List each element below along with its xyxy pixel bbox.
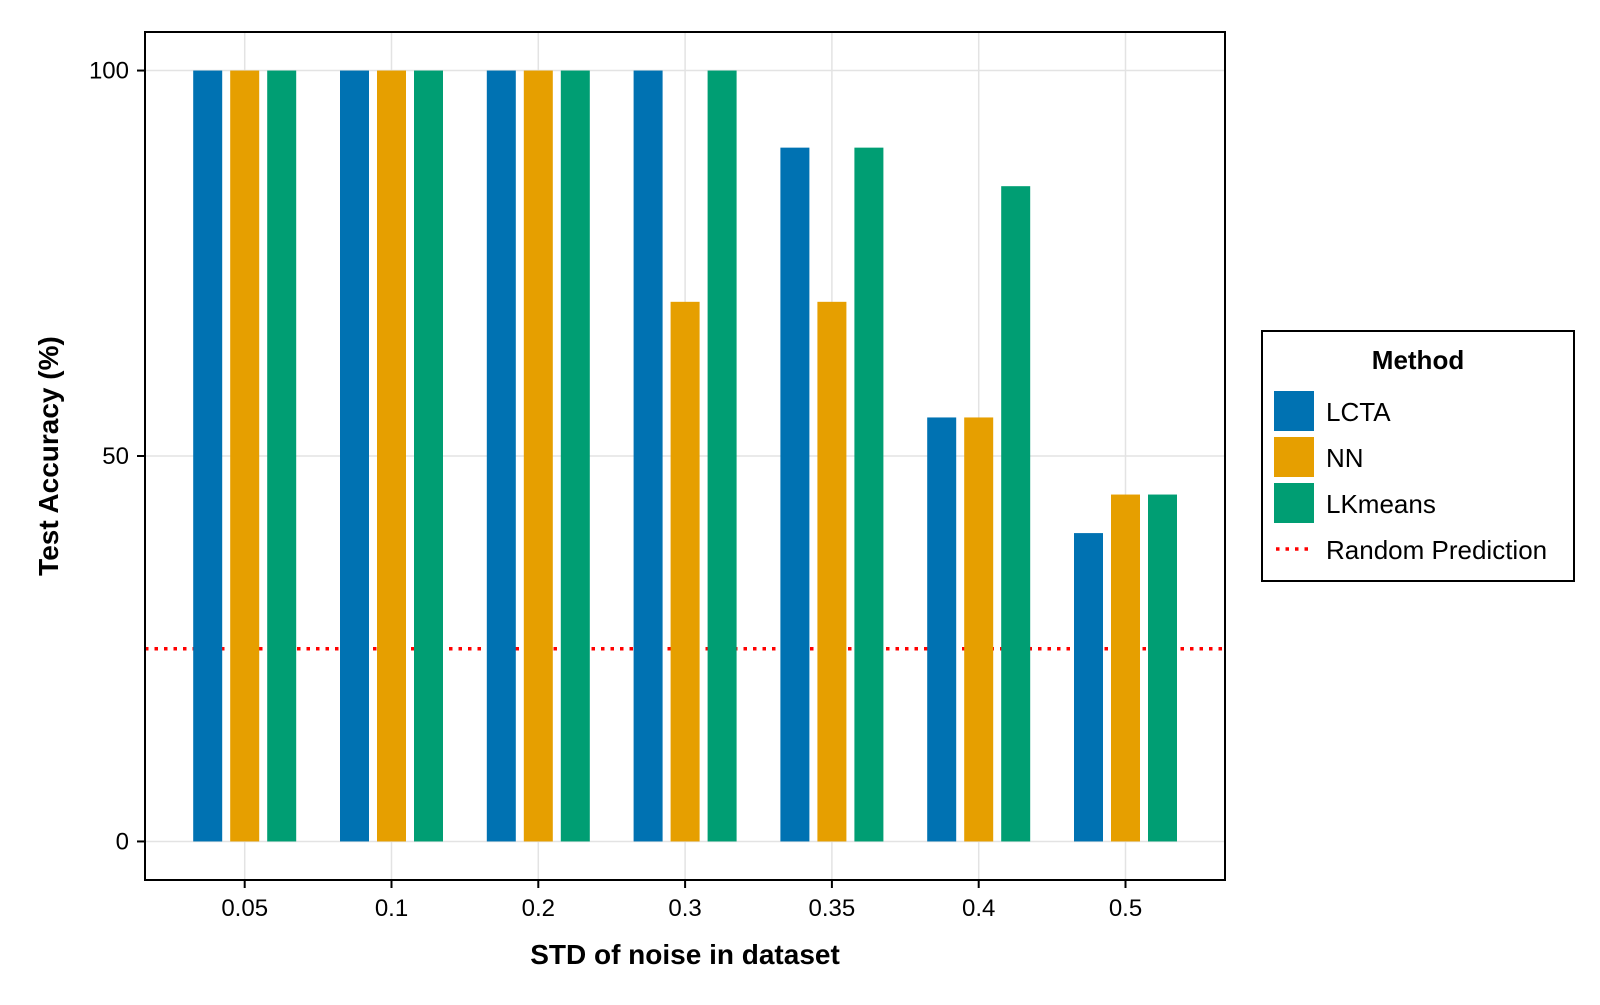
bar-nn-0.3 — [670, 301, 700, 842]
legend-swatch-lkmeans — [1274, 483, 1314, 523]
x-tick-label: 0.2 — [522, 895, 555, 922]
bars — [193, 70, 1177, 842]
bar-lcta-0.35 — [780, 147, 810, 842]
y-axis-title: Test Accuracy (%) — [33, 336, 64, 576]
bar-lkmeans-0.1 — [414, 70, 443, 842]
bar-lkmeans-0.3 — [707, 70, 737, 842]
bar-lcta-0.05 — [193, 70, 223, 842]
legend-label-lkmeans: LKmeans — [1326, 489, 1436, 519]
axis-ticks: 0 50 100 0.05 0.1 0.2 0.3 0.35 0.4 0.5 — [89, 58, 1142, 922]
x-tick-label: 0.4 — [962, 895, 995, 922]
x-tick-label: 0.05 — [221, 895, 268, 922]
bar-lkmeans-0.35 — [854, 147, 884, 842]
bar-nn-0.5 — [1111, 494, 1140, 842]
legend-label-nn: NN — [1326, 443, 1364, 473]
bar-lcta-0.2 — [486, 70, 516, 842]
y-tick-label: 50 — [102, 443, 129, 470]
legend-swatch-nn — [1274, 437, 1314, 477]
bar-lkmeans-0.2 — [560, 70, 590, 842]
x-axis-title: STD of noise in dataset — [530, 939, 840, 970]
bar-lcta-0.5 — [1074, 533, 1103, 842]
y-tick-label: 100 — [89, 58, 129, 85]
bar-lkmeans-0.5 — [1148, 494, 1177, 842]
x-tick-label: 0.35 — [809, 895, 856, 922]
bar-lcta-0.3 — [633, 70, 663, 842]
bar-nn-0.1 — [377, 70, 406, 842]
legend-label-random-prediction: Random Prediction — [1326, 535, 1547, 565]
x-tick-label: 0.5 — [1109, 895, 1142, 922]
x-tick-label: 0.3 — [668, 895, 701, 922]
bar-nn-0.05 — [230, 70, 260, 842]
bar-lcta-0.1 — [340, 70, 369, 842]
bar-nn-0.4 — [964, 417, 994, 842]
legend-items: LCTA NN LKmeans Random Prediction — [1274, 391, 1547, 565]
bar-nn-0.2 — [523, 70, 553, 842]
legend-title: Method — [1372, 345, 1464, 375]
legend-label-lcta: LCTA — [1326, 397, 1391, 427]
legend: Method LCTA NN LKmeans Random Prediction — [1261, 330, 1575, 582]
bar-lcta-0.4 — [927, 417, 957, 842]
bar-lkmeans-0.05 — [267, 70, 297, 842]
y-tick-label: 0 — [116, 828, 129, 855]
legend-box — [1261, 330, 1575, 582]
bar-lkmeans-0.4 — [1001, 186, 1031, 842]
bar-nn-0.35 — [817, 301, 847, 842]
x-tick-label: 0.1 — [375, 895, 408, 922]
legend-swatch-lcta — [1274, 391, 1314, 431]
